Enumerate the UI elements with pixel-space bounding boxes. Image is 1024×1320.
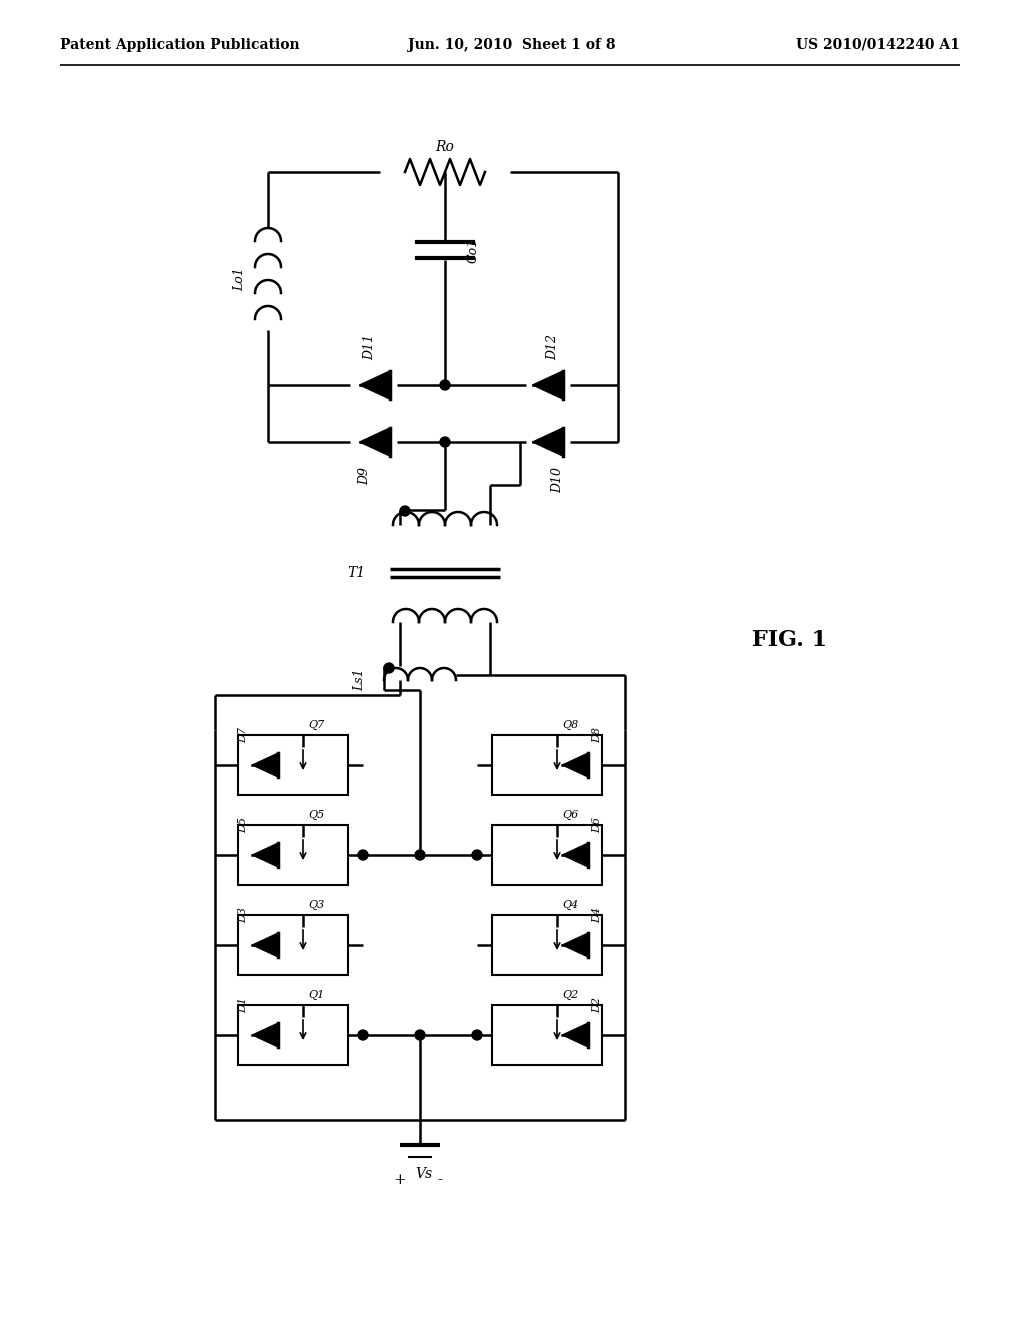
Circle shape <box>384 663 394 673</box>
Text: -: - <box>437 1173 442 1187</box>
Text: Jun. 10, 2010  Sheet 1 of 8: Jun. 10, 2010 Sheet 1 of 8 <box>409 38 615 51</box>
Text: Co1: Co1 <box>467 238 480 263</box>
Bar <box>492 735 602 795</box>
Bar <box>238 825 348 884</box>
Text: D9: D9 <box>358 467 372 484</box>
Polygon shape <box>252 933 278 957</box>
Polygon shape <box>252 754 278 776</box>
Text: D3: D3 <box>238 907 248 923</box>
Text: D5: D5 <box>238 817 248 833</box>
Text: Patent Application Publication: Patent Application Publication <box>60 38 300 51</box>
Text: D4: D4 <box>592 907 602 923</box>
Bar <box>238 1005 348 1065</box>
Circle shape <box>472 1030 482 1040</box>
Text: Q8: Q8 <box>562 719 579 730</box>
Polygon shape <box>252 1023 278 1047</box>
Text: +: + <box>393 1173 407 1187</box>
Text: Q3: Q3 <box>308 900 325 909</box>
Polygon shape <box>532 428 563 457</box>
Text: Q4: Q4 <box>562 900 579 909</box>
Polygon shape <box>532 371 563 399</box>
Circle shape <box>358 850 368 861</box>
Text: Ro: Ro <box>435 140 455 154</box>
Polygon shape <box>562 933 588 957</box>
Text: D2: D2 <box>592 997 602 1012</box>
Polygon shape <box>359 371 390 399</box>
Bar <box>492 915 602 975</box>
Circle shape <box>440 437 450 447</box>
Text: FIG. 1: FIG. 1 <box>753 630 827 651</box>
Circle shape <box>415 850 425 861</box>
Text: Q2: Q2 <box>562 990 579 1001</box>
Circle shape <box>472 850 482 861</box>
Text: Q5: Q5 <box>308 810 325 820</box>
Text: Q6: Q6 <box>562 810 579 820</box>
Circle shape <box>400 506 410 516</box>
Circle shape <box>415 1030 425 1040</box>
Text: T1: T1 <box>347 566 365 579</box>
Text: D6: D6 <box>592 817 602 833</box>
Polygon shape <box>252 843 278 867</box>
Polygon shape <box>562 843 588 867</box>
Circle shape <box>358 1030 368 1040</box>
Text: D7: D7 <box>238 727 248 743</box>
Text: D11: D11 <box>364 334 377 360</box>
Text: US 2010/0142240 A1: US 2010/0142240 A1 <box>796 38 961 51</box>
Text: Q7: Q7 <box>308 719 325 730</box>
Text: D12: D12 <box>547 334 559 360</box>
Polygon shape <box>562 754 588 776</box>
Text: Q1: Q1 <box>308 990 325 1001</box>
Polygon shape <box>359 428 390 457</box>
Text: Vs: Vs <box>415 1167 432 1181</box>
Text: D10: D10 <box>552 467 564 492</box>
Bar <box>492 1005 602 1065</box>
Text: D1: D1 <box>238 997 248 1012</box>
Text: D8: D8 <box>592 727 602 743</box>
Bar <box>492 825 602 884</box>
Circle shape <box>440 380 450 389</box>
Bar <box>238 915 348 975</box>
Polygon shape <box>562 1023 588 1047</box>
Text: Ls1: Ls1 <box>353 669 367 692</box>
Bar <box>238 735 348 795</box>
Text: Lo1: Lo1 <box>233 267 247 290</box>
